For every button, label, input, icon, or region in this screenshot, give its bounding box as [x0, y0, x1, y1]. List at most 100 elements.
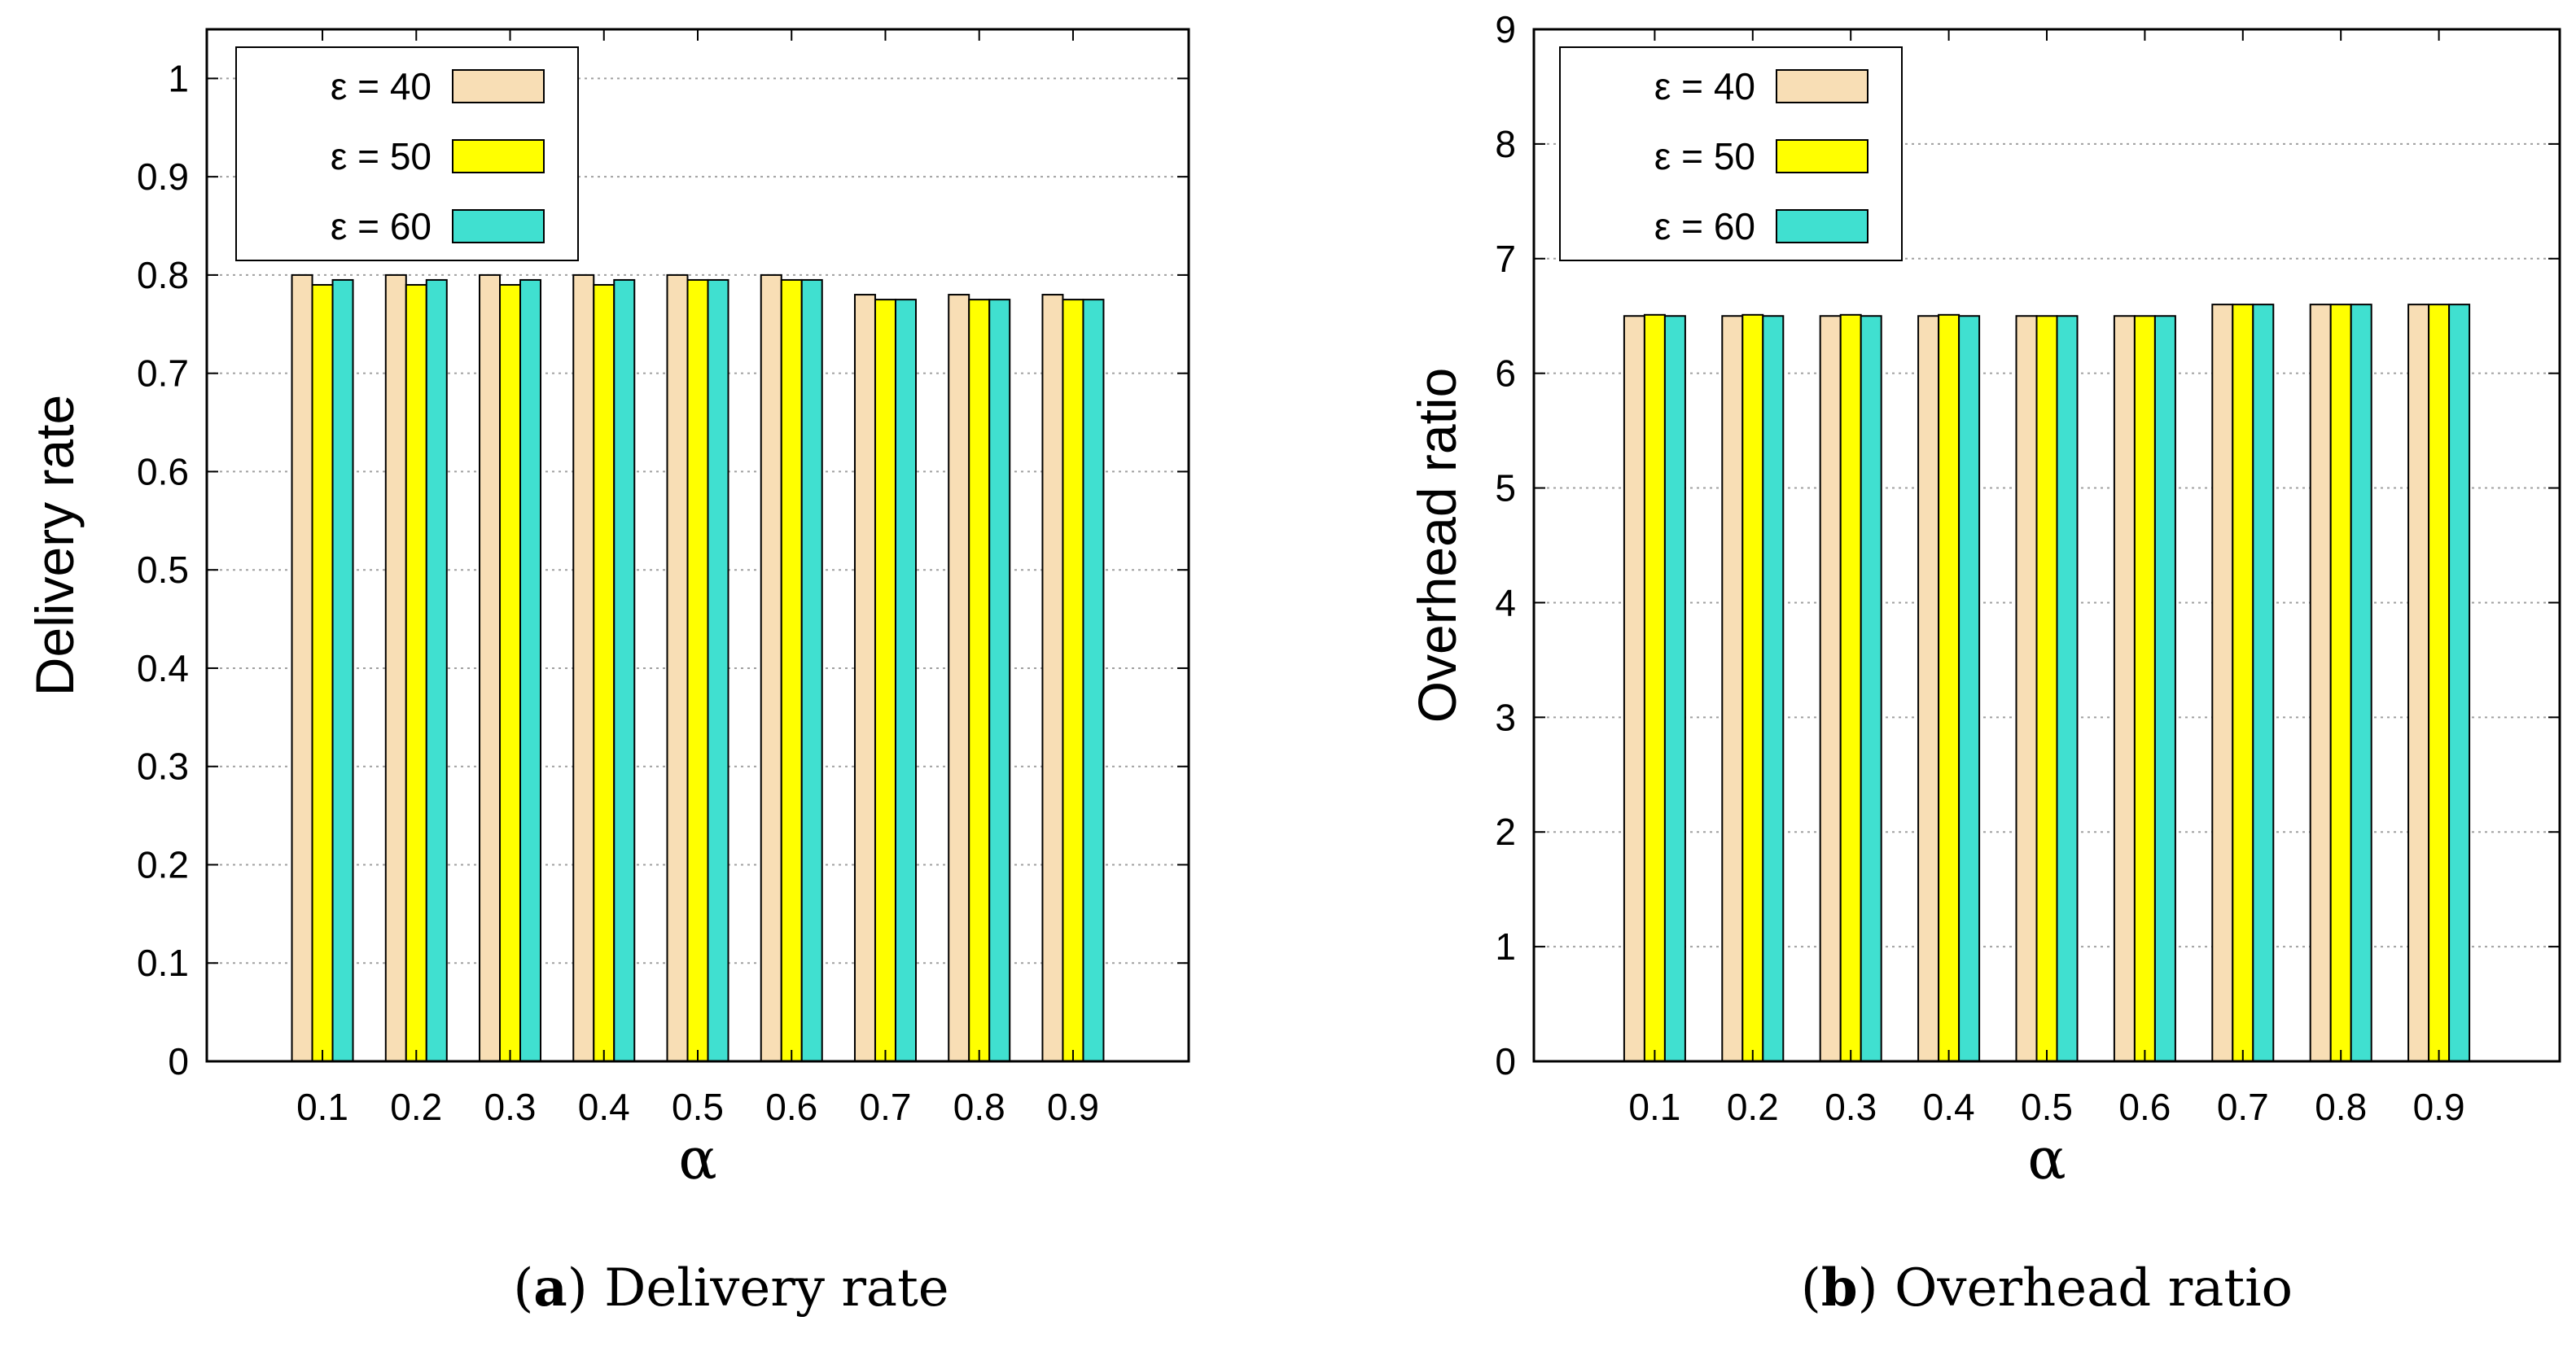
y-tick-label: 0.9: [137, 155, 189, 198]
bar: [1762, 315, 1785, 1062]
bar: [968, 299, 991, 1063]
x-axis-title: α: [678, 1126, 716, 1192]
bar: [2113, 315, 2136, 1062]
x-tick-label: 0.3: [484, 1086, 537, 1128]
bar: [2428, 304, 2451, 1062]
bar: [572, 273, 595, 1062]
x-tick-label: 0.4: [578, 1086, 630, 1128]
y-tick-label: 8: [1495, 123, 1516, 165]
legend-label: ε = 40: [331, 65, 432, 107]
legend-swatch: [452, 69, 545, 103]
bar: [1917, 315, 1940, 1062]
x-tick-label: 0.5: [672, 1086, 724, 1128]
x-tick-label: 0.4: [1923, 1086, 1975, 1128]
x-tick-label: 0.2: [390, 1086, 442, 1128]
legend-label: ε = 40: [1654, 65, 1755, 107]
bar: [707, 278, 729, 1062]
x-tick-label: 0.9: [2413, 1086, 2465, 1128]
bar: [1741, 313, 1764, 1062]
bar: [2211, 304, 2234, 1062]
y-tick-label: 6: [1495, 352, 1516, 395]
caption-a-label: a: [533, 1257, 567, 1319]
legend-swatch: [1776, 69, 1868, 103]
bar: [1082, 299, 1105, 1063]
plot-frame: [1532, 28, 2561, 1063]
bar: [1041, 294, 1064, 1062]
y-tick-label: 7: [1495, 238, 1516, 280]
bar: [853, 294, 876, 1062]
bar: [874, 299, 896, 1063]
caption-b-label: b: [1820, 1257, 1858, 1319]
bar: [686, 278, 709, 1062]
bar: [425, 278, 448, 1062]
bar: [1643, 313, 1666, 1062]
bar: [760, 273, 782, 1062]
bar: [519, 278, 542, 1062]
bar: [988, 299, 1011, 1063]
y-tick-label: 0.1: [137, 942, 189, 984]
y-tick-label: 0.4: [137, 647, 189, 689]
bar: [2232, 304, 2254, 1062]
y-axis-title: Delivery rate: [24, 395, 85, 696]
bar: [479, 273, 502, 1062]
y-tick-label: 0.5: [137, 549, 189, 591]
bar: [2309, 304, 2332, 1062]
bar: [613, 278, 636, 1062]
bar: [1623, 315, 1645, 1062]
legend-label: ε = 60: [1654, 205, 1755, 247]
y-tick-label: 2: [1495, 811, 1516, 853]
y-tick-label: 0: [168, 1040, 189, 1082]
x-tick-label: 0.5: [2021, 1086, 2073, 1128]
legend-swatch: [452, 139, 545, 173]
x-axis-title: α: [2027, 1126, 2066, 1192]
caption-a: (a) Delivery rate: [513, 1257, 949, 1319]
y-tick-label: 9: [1495, 8, 1516, 50]
y-tick-label: 1: [1495, 925, 1516, 968]
bar: [291, 273, 313, 1062]
legend-swatch: [1776, 209, 1868, 243]
x-tick-label: 0.7: [2217, 1086, 2269, 1128]
bar: [499, 283, 522, 1062]
bar: [331, 278, 354, 1062]
y-tick-label: 0.2: [137, 843, 189, 886]
bar: [2407, 304, 2430, 1062]
x-tick-label: 0.1: [296, 1086, 348, 1128]
legend-swatch: [452, 209, 545, 243]
bar: [405, 283, 427, 1062]
x-tick-label: 0.6: [2118, 1086, 2171, 1128]
bar: [1819, 315, 1842, 1062]
y-tick-label: 4: [1495, 581, 1516, 623]
x-tick-label: 0.7: [860, 1086, 912, 1128]
x-tick-label: 0.6: [765, 1086, 817, 1128]
y-tick-label: 0.6: [137, 450, 189, 492]
bar: [2133, 315, 2156, 1062]
y-tick-label: 3: [1495, 696, 1516, 738]
bar: [2015, 315, 2038, 1062]
y-tick-label: 0.3: [137, 746, 189, 788]
legend-label: ε = 60: [331, 205, 432, 247]
bar: [2329, 304, 2352, 1062]
y-tick-label: 0: [1495, 1040, 1516, 1082]
bar: [593, 283, 616, 1062]
x-tick-label: 0.2: [1727, 1086, 1779, 1128]
bar: [894, 299, 917, 1063]
bar: [948, 294, 970, 1062]
x-tick-label: 0.1: [1628, 1086, 1680, 1128]
bar: [666, 273, 689, 1062]
legend-label: ε = 50: [1654, 135, 1755, 177]
y-axis-title: Overhead ratio: [1407, 368, 1467, 724]
bar: [800, 278, 823, 1062]
bar: [311, 283, 334, 1062]
x-tick-label: 0.8: [953, 1086, 1005, 1128]
bar: [2056, 315, 2079, 1062]
bar: [384, 273, 407, 1062]
chart-panel-a: 0 0.1 0.2 0.3 0.4 0.5 0.6 0.7 0.8 0.9 1 0.1 0.2 0.3 0.…: [24, 28, 1190, 1192]
x-tick-label: 0.3: [1825, 1086, 1877, 1128]
legend-swatch: [1776, 139, 1868, 173]
bar: [1958, 315, 1981, 1062]
bar: [2350, 304, 2372, 1062]
y-tick-label: 0.8: [137, 254, 189, 296]
bar: [1860, 315, 1882, 1062]
bar: [780, 278, 803, 1062]
y-tick-label: 1: [168, 57, 189, 99]
